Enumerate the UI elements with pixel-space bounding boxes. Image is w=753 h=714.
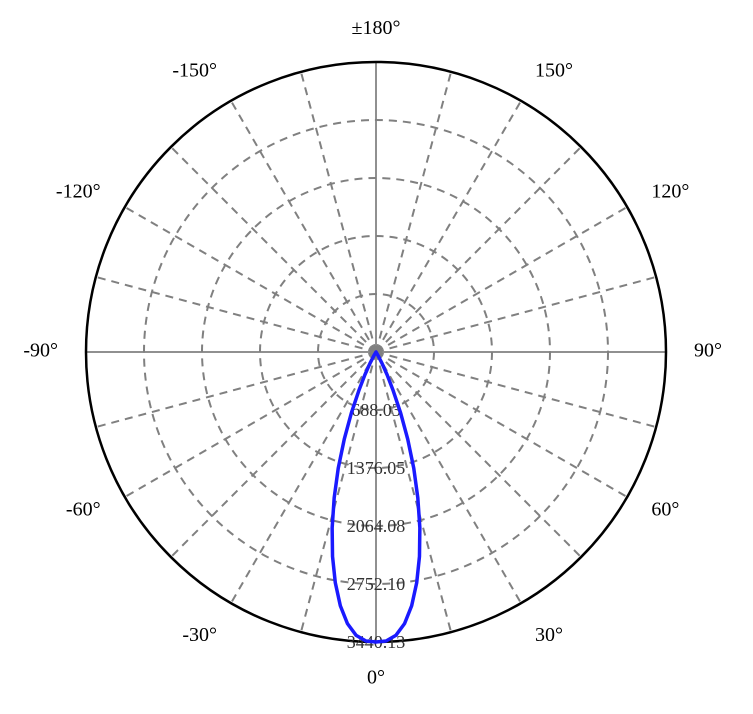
angle-label: -150° (172, 60, 217, 82)
angle-label: -90° (23, 340, 58, 362)
polar-chart-container: 688.031376.052064.082752.103440.130°30°6… (0, 0, 753, 714)
angle-label: 120° (651, 181, 689, 203)
angle-label: ±180° (352, 17, 401, 39)
angle-label: -60° (66, 499, 101, 521)
angle-label: 60° (651, 499, 679, 521)
angle-label: 150° (535, 60, 573, 82)
angle-label: 90° (694, 340, 722, 362)
angle-label: 30° (535, 624, 563, 646)
ring-label: 2752.10 (347, 574, 406, 594)
angle-label: 0° (367, 667, 385, 689)
ring-label: 2064.08 (347, 516, 406, 536)
ring-label: 1376.05 (347, 458, 406, 478)
angle-label: -30° (182, 624, 217, 646)
angle-label: -120° (56, 181, 101, 203)
ring-label: 688.03 (351, 400, 401, 420)
polar-chart: 688.031376.052064.082752.103440.130°30°6… (0, 0, 753, 714)
